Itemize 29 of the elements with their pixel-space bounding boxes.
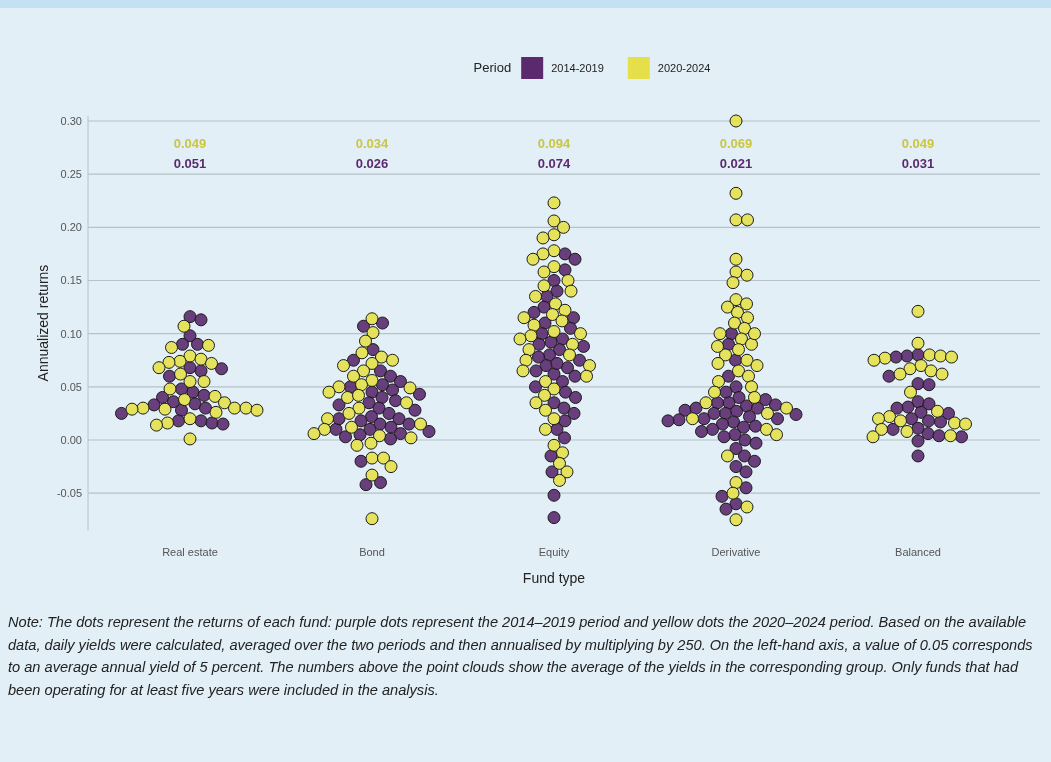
annotation: 0.049 <box>901 136 935 151</box>
annotation: 0.051 <box>173 156 207 171</box>
y-tick-label: 0.15 <box>60 274 82 287</box>
y-axis-title: Annualized returns <box>35 264 51 382</box>
y-tick-label: -0.05 <box>56 487 82 500</box>
annotation: 0.021 <box>719 156 753 171</box>
annotation: 0.094 <box>537 136 572 151</box>
annotation: 0.049 <box>173 136 207 151</box>
y-tick-label: 0.05 <box>60 380 82 393</box>
y-tick-label: 0.30 <box>60 114 82 127</box>
x-tick-label: Bond <box>359 546 385 558</box>
annotation: 0.069 <box>719 136 753 151</box>
text: Note: The dots represent the returns of each fund: purple dots represent the 2014–2019 period and yellow dots the 2020–2024 period. Based on the available data, daily yields were calculated, averaged over the two periods and then annualised by multiplying by 250. On the left-hand axis, a value of 0.05 corresponds to an average annual yield of 5 percent. The numbers above the point clouds show the average of the yields in the corresponding group. Only funds that had been operating for at least five years were included in the analysis. <box>8 614 1033 698</box>
x-tick-label: Balanced <box>895 546 941 558</box>
annotation: 0.031 <box>901 156 935 171</box>
x-axis-title: Fund type <box>522 570 586 586</box>
y-tick-label: 0.25 <box>60 168 82 181</box>
x-tick-label: Derivative <box>711 546 761 558</box>
x-tick-label: Equity <box>538 546 570 558</box>
y-tick-label: 0.10 <box>60 327 82 340</box>
annotation: 0.034 <box>355 136 390 151</box>
annotation: 0.074 <box>537 156 572 171</box>
legend-label: 2014-2019 <box>551 62 604 74</box>
y-tick-label: 0.00 <box>60 433 82 446</box>
x-tick-label: Real estate <box>162 546 218 558</box>
y-tick-label: 0.20 <box>60 221 82 234</box>
legend-label: 2020-2024 <box>657 62 711 74</box>
annotation: 0.026 <box>355 156 389 171</box>
legend-title: Period <box>473 60 512 75</box>
